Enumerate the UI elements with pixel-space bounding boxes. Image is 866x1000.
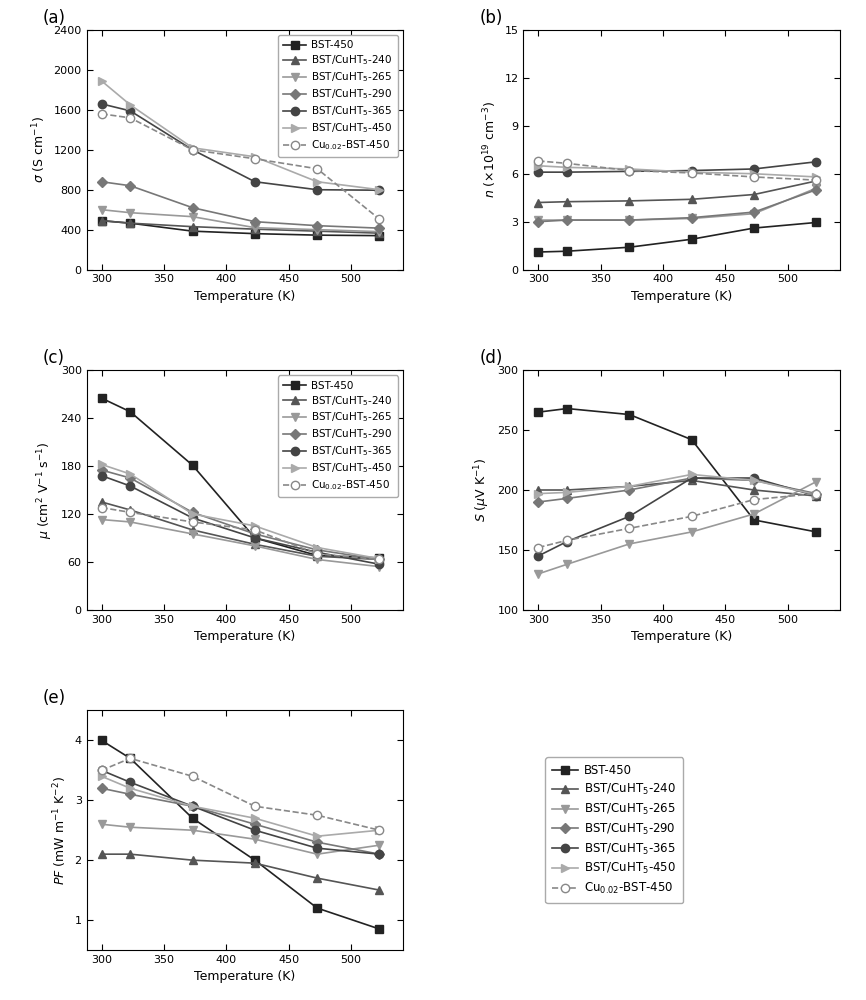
Text: (c): (c): [42, 349, 64, 367]
Text: (e): (e): [42, 689, 66, 707]
Legend: BST-450, BST/CuHT$_5$-240, BST/CuHT$_5$-265, BST/CuHT$_5$-290, BST/CuHT$_5$-365,: BST-450, BST/CuHT$_5$-240, BST/CuHT$_5$-…: [278, 35, 398, 157]
X-axis label: Temperature (K): Temperature (K): [631, 630, 733, 643]
Y-axis label: $S$ ($\mu$V K$^{-1}$): $S$ ($\mu$V K$^{-1}$): [472, 458, 492, 522]
Y-axis label: $n$ ($\times$10$^{19}$ cm$^{-3}$): $n$ ($\times$10$^{19}$ cm$^{-3}$): [481, 101, 499, 198]
Legend: BST-450, BST/CuHT$_5$-240, BST/CuHT$_5$-265, BST/CuHT$_5$-290, BST/CuHT$_5$-365,: BST-450, BST/CuHT$_5$-240, BST/CuHT$_5$-…: [278, 375, 398, 497]
Text: (d): (d): [479, 349, 502, 367]
Y-axis label: $\sigma$ (S cm$^{-1}$): $\sigma$ (S cm$^{-1}$): [30, 116, 48, 183]
Text: (b): (b): [479, 9, 502, 27]
Y-axis label: $PF$ (mW m$^{-1}$ K$^{-2}$): $PF$ (mW m$^{-1}$ K$^{-2}$): [51, 776, 69, 885]
X-axis label: Temperature (K): Temperature (K): [194, 290, 295, 303]
Text: (a): (a): [42, 9, 65, 27]
X-axis label: Temperature (K): Temperature (K): [631, 290, 733, 303]
X-axis label: Temperature (K): Temperature (K): [194, 970, 295, 983]
Y-axis label: $\mu$ (cm$^2$ V$^{-1}$ s$^{-1}$): $\mu$ (cm$^2$ V$^{-1}$ s$^{-1}$): [36, 441, 55, 539]
Legend: BST-450, BST/CuHT$_5$-240, BST/CuHT$_5$-265, BST/CuHT$_5$-290, BST/CuHT$_5$-365,: BST-450, BST/CuHT$_5$-240, BST/CuHT$_5$-…: [546, 757, 683, 903]
X-axis label: Temperature (K): Temperature (K): [194, 630, 295, 643]
